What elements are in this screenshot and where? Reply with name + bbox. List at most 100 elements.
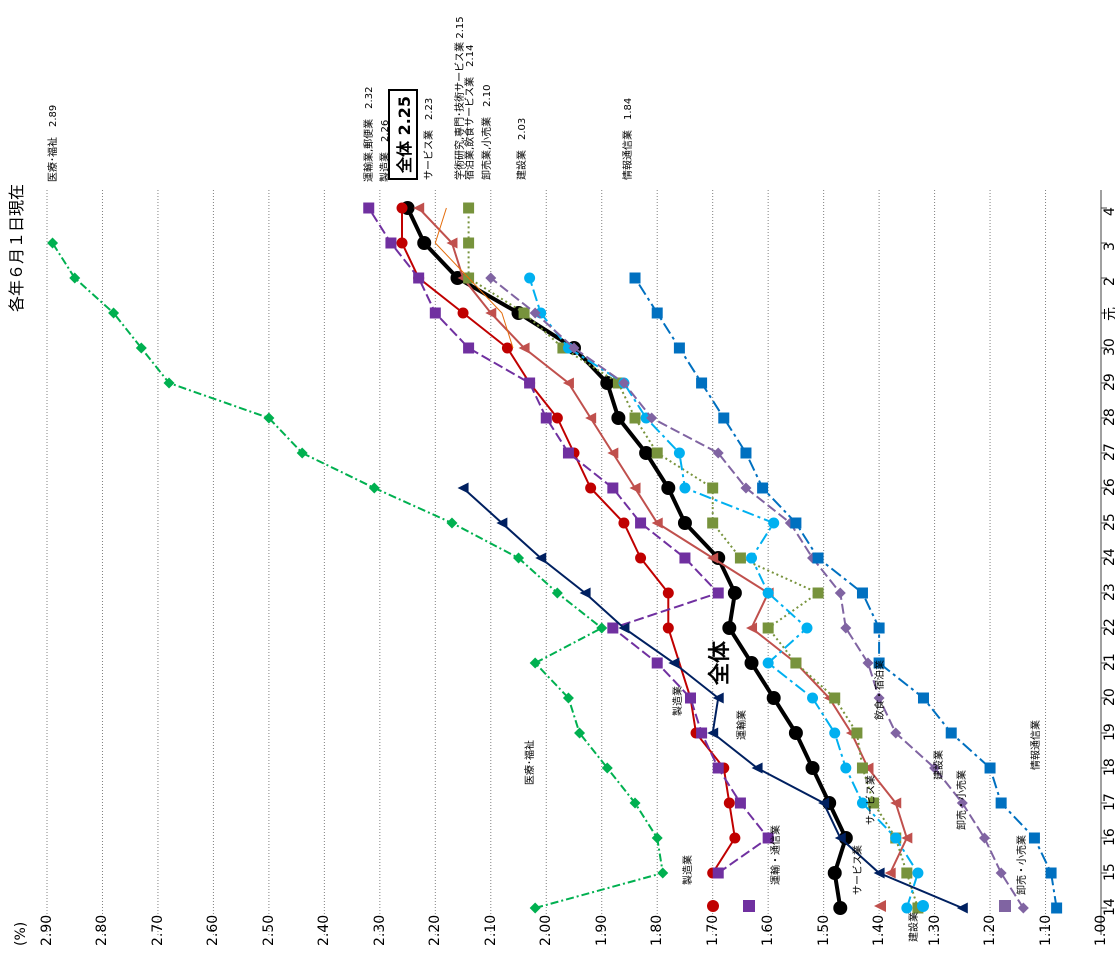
data-point bbox=[679, 482, 691, 494]
series-label: 飲食・宿泊業 bbox=[874, 660, 886, 720]
category-tick-label: 23 bbox=[1102, 583, 1115, 601]
data-point bbox=[995, 797, 1007, 809]
data-point bbox=[790, 517, 802, 529]
category-tick-label: 27 bbox=[1102, 443, 1115, 461]
data-point bbox=[995, 867, 1007, 879]
value-tick-label: 1.50 bbox=[815, 914, 832, 946]
data-point bbox=[446, 237, 458, 249]
data-point bbox=[679, 552, 691, 564]
series-value-label: 運輸業,郵便業 2.32 bbox=[363, 86, 375, 182]
data-point bbox=[108, 307, 120, 319]
data-point bbox=[766, 691, 781, 705]
data-point bbox=[890, 832, 902, 844]
data-point bbox=[618, 377, 630, 389]
data-point bbox=[417, 236, 432, 250]
data-point bbox=[661, 481, 676, 495]
data-point bbox=[734, 797, 746, 809]
data-point bbox=[263, 412, 275, 424]
data-point bbox=[611, 411, 626, 425]
series-value-label: サービス業 2.23 bbox=[423, 97, 435, 180]
data-point bbox=[651, 657, 663, 669]
value-tick-label: 2.40 bbox=[316, 914, 333, 946]
data-point bbox=[429, 307, 441, 319]
data-point bbox=[746, 552, 758, 564]
data-point bbox=[818, 797, 830, 809]
legend-swatch bbox=[874, 900, 886, 912]
data-point bbox=[929, 762, 941, 774]
series-label: 全体 bbox=[708, 640, 733, 685]
data-point bbox=[457, 482, 469, 494]
data-point bbox=[596, 622, 608, 634]
data-point bbox=[762, 657, 774, 669]
data-point bbox=[629, 797, 641, 809]
value-tick-label: 1.30 bbox=[926, 914, 943, 946]
data-point bbox=[585, 482, 597, 494]
data-point bbox=[762, 587, 774, 599]
data-point bbox=[529, 307, 541, 319]
data-point bbox=[463, 342, 475, 354]
series-line bbox=[417, 207, 908, 874]
data-point bbox=[651, 307, 663, 319]
data-point bbox=[757, 482, 769, 494]
legend-swatch bbox=[707, 900, 719, 912]
data-point bbox=[862, 657, 874, 669]
data-point bbox=[529, 657, 541, 669]
data-point bbox=[396, 237, 408, 249]
series-line bbox=[434, 207, 514, 349]
data-point bbox=[856, 587, 868, 599]
data-point bbox=[707, 552, 719, 564]
data-point bbox=[657, 867, 669, 879]
data-point bbox=[890, 797, 902, 809]
data-point bbox=[840, 622, 852, 634]
data-point bbox=[718, 412, 730, 424]
data-point bbox=[868, 797, 880, 809]
data-point bbox=[696, 377, 708, 389]
value-tick-label: 2.80 bbox=[94, 914, 111, 946]
data-point bbox=[135, 342, 147, 354]
data-point bbox=[873, 692, 885, 704]
value-tick-label: 1.20 bbox=[982, 914, 999, 946]
data-point bbox=[856, 762, 868, 774]
data-point bbox=[805, 761, 820, 775]
data-point bbox=[673, 447, 685, 459]
value-tick-label: 2.70 bbox=[149, 914, 166, 946]
data-point bbox=[635, 517, 647, 529]
data-point bbox=[562, 447, 574, 459]
series-value-label: 卸売業,小売業 2.10 bbox=[481, 84, 493, 180]
series-label: 卸売・小売業 bbox=[956, 770, 968, 830]
data-point bbox=[956, 902, 968, 914]
data-point bbox=[901, 902, 913, 914]
value-tick-label: 2.60 bbox=[205, 914, 222, 946]
data-point bbox=[568, 342, 580, 354]
data-point bbox=[684, 692, 696, 704]
data-point bbox=[727, 586, 742, 600]
data-point bbox=[901, 867, 913, 879]
data-point bbox=[890, 727, 902, 739]
data-point bbox=[762, 832, 774, 844]
data-point bbox=[746, 622, 758, 634]
category-tick-label: 3 bbox=[1102, 242, 1115, 251]
data-point bbox=[873, 867, 885, 879]
data-point bbox=[956, 797, 968, 809]
legend-swatch bbox=[743, 900, 755, 912]
data-point bbox=[884, 867, 896, 879]
data-point bbox=[1028, 832, 1040, 844]
series-line bbox=[405, 207, 848, 909]
data-point bbox=[790, 657, 802, 669]
category-tick-label: 25 bbox=[1102, 513, 1115, 531]
data-point bbox=[712, 587, 724, 599]
series-label: 情報通信業 bbox=[1030, 720, 1042, 770]
data-point bbox=[529, 902, 541, 914]
data-point bbox=[296, 447, 308, 459]
data-point bbox=[485, 272, 497, 284]
data-point bbox=[712, 867, 724, 879]
data-point bbox=[979, 832, 991, 844]
legend-label: 建設業 bbox=[908, 912, 920, 942]
data-point bbox=[1045, 867, 1057, 879]
data-point bbox=[751, 762, 763, 774]
data-point bbox=[363, 202, 375, 214]
legend-label: 卸売・小売業 bbox=[1016, 835, 1028, 895]
legend-label: 製造業 bbox=[682, 855, 694, 885]
category-tick-label: 29 bbox=[1102, 373, 1115, 391]
